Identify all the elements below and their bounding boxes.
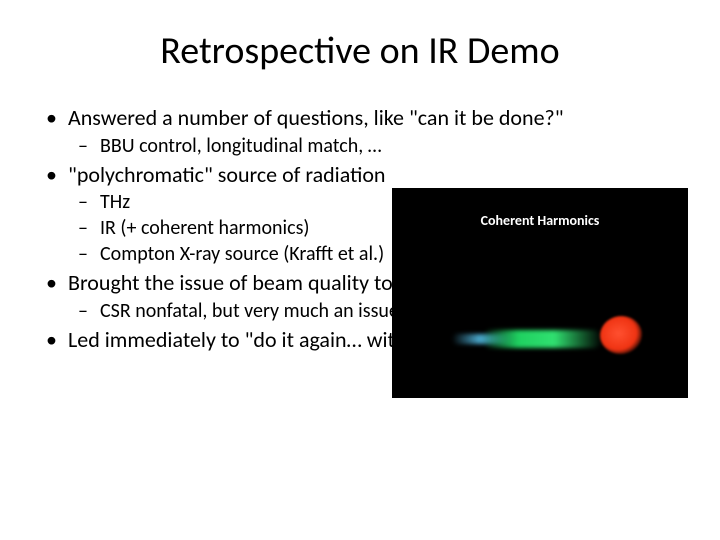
slide: Retrospective on IR Demo Answered a numb…: [0, 0, 720, 540]
sub-text: BBU control, longitudinal match, …: [100, 134, 382, 158]
sub-text: IR (+ coherent harmonics): [100, 216, 310, 240]
bullet-item: Answered a number of questions, like "ca…: [40, 104, 680, 159]
sub-item: BBU control, longitudinal match, …: [68, 134, 680, 159]
sub-text: CSR nonfatal, but very much an issue: [100, 299, 399, 323]
red-blob: [598, 313, 645, 356]
sub-text: THz: [100, 190, 130, 214]
figure-caption: Coherent Harmonics: [392, 212, 688, 229]
harmonic-spectrum-graphic: [452, 308, 652, 358]
sub-list: BBU control, longitudinal match, …: [68, 134, 680, 159]
bullet-text: Answered a number of questions, like "ca…: [68, 104, 564, 131]
slide-title: Retrospective on IR Demo: [40, 28, 680, 74]
coherent-harmonics-figure: Coherent Harmonics: [392, 188, 688, 398]
sub-text: Compton X-ray source (Krafft et al.): [100, 242, 384, 266]
bullet-text: "polychromatic" source of radiation: [68, 161, 386, 188]
green-streak: [482, 330, 602, 348]
